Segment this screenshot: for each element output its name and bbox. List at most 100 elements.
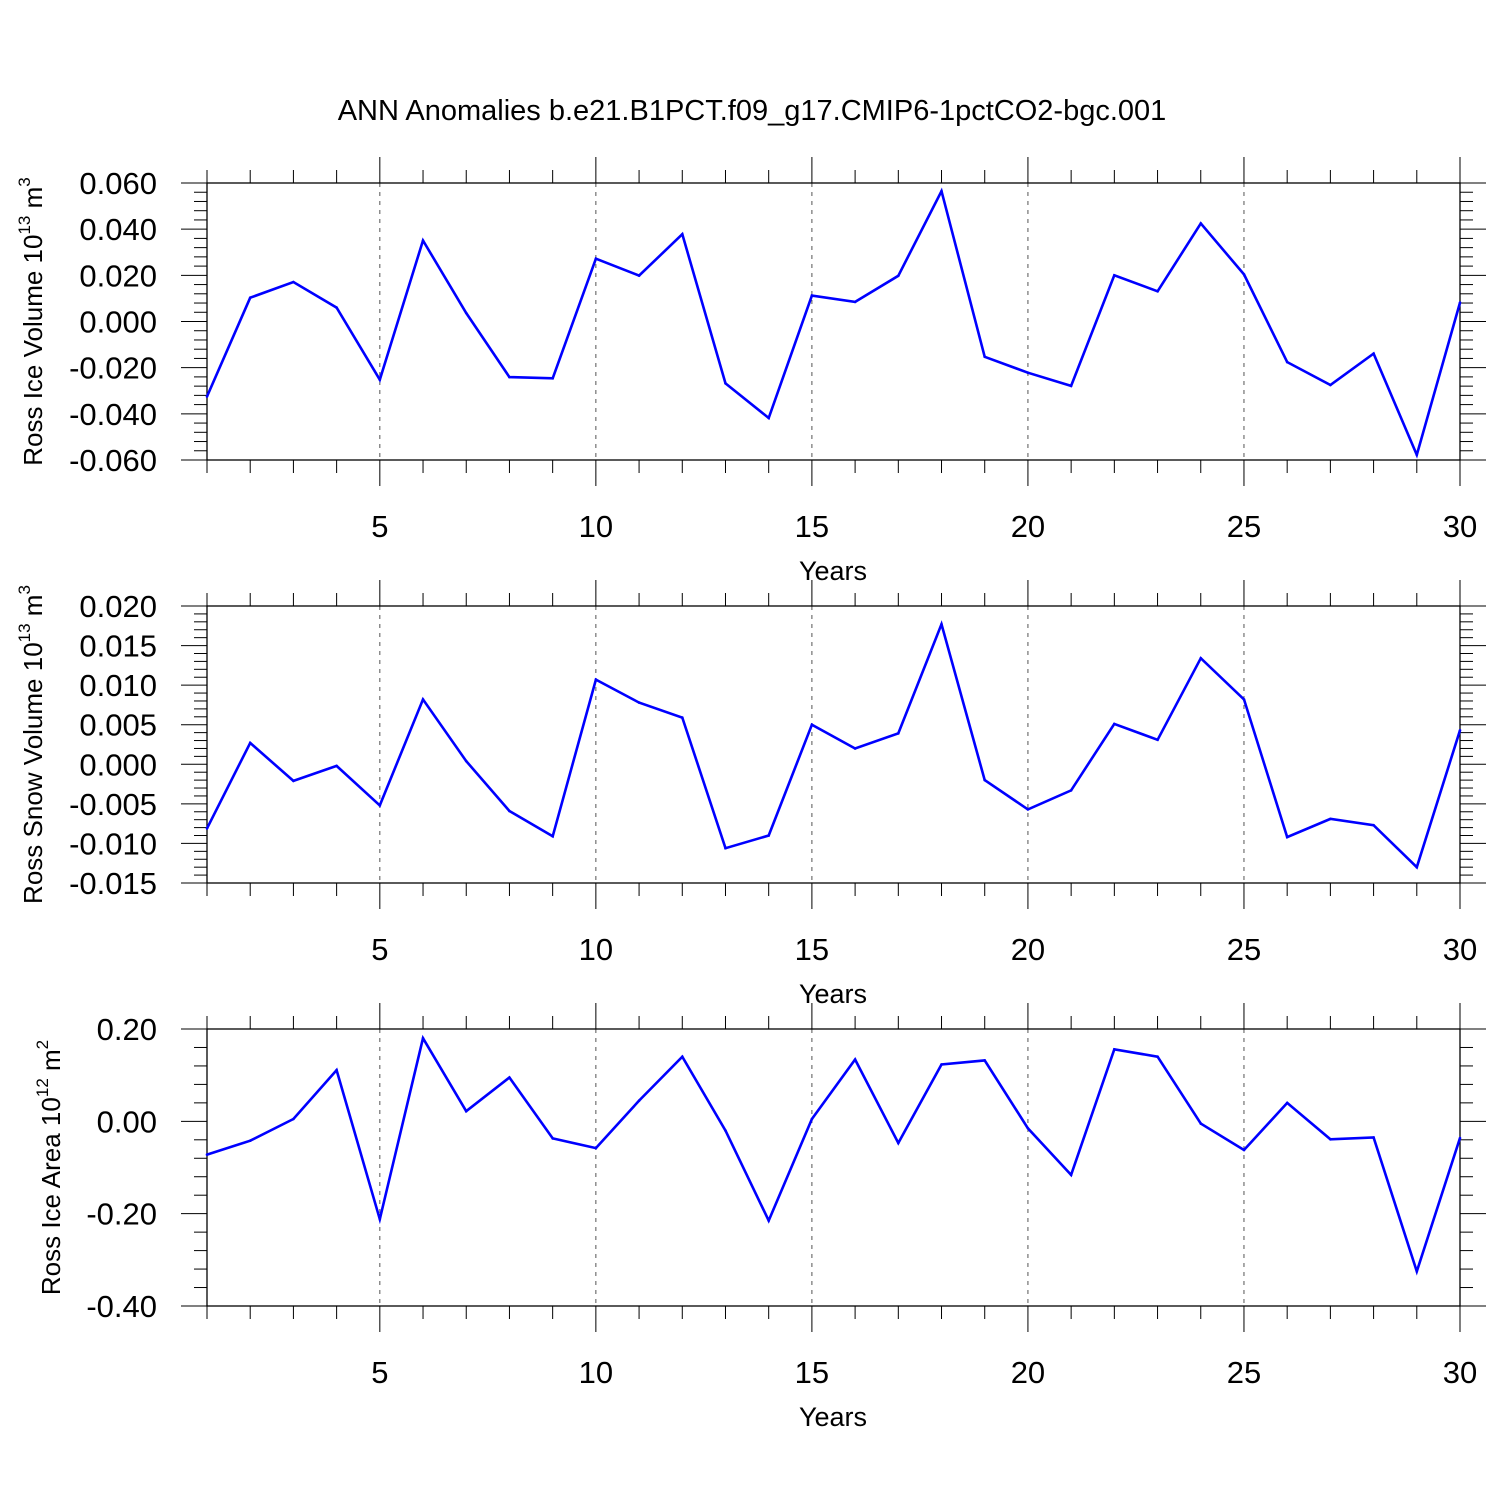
x-tick-label: 25: [1227, 509, 1261, 544]
data-point: [248, 296, 252, 300]
x-tick-label: 20: [1011, 932, 1045, 967]
data-point: [1026, 808, 1030, 811]
y-axis-label-superscript: 12: [33, 1078, 52, 1097]
y-tick-label: -0.005: [69, 787, 157, 822]
data-point: [292, 280, 295, 284]
data-point: [724, 1129, 727, 1132]
data-point: [508, 1076, 511, 1079]
data-point: [637, 274, 641, 277]
data-point: [637, 701, 641, 704]
data-point: [1113, 274, 1116, 277]
x-tick-label: 25: [1227, 932, 1261, 967]
panels: 0.060 0.040 0.020 0.000 -0.020 -0.040 -0.060 5 1…: [15, 157, 1486, 1432]
y-tick-label: 0.000: [79, 305, 157, 340]
data-point: [940, 1063, 943, 1066]
data-point: [378, 1217, 382, 1221]
x-axis-label: Years: [799, 1402, 867, 1432]
data-point: [983, 778, 986, 782]
y-axis-label-superscript: 3: [15, 177, 34, 186]
x-tick-label: 30: [1443, 932, 1477, 967]
x-tick-label: 5: [371, 932, 388, 967]
data-point: [853, 300, 857, 304]
x-tick-label: 5: [371, 509, 388, 544]
y-tick-label: -0.060: [69, 443, 157, 478]
y-tick-label: -0.20: [86, 1197, 157, 1232]
x-tick-label: 15: [795, 932, 829, 967]
plot-frame: [206, 182, 1461, 461]
data-point: [1458, 1136, 1462, 1140]
y-axis-label-superscript: 13: [15, 216, 34, 235]
data-point: [1242, 1148, 1246, 1152]
panel-3: 0.20 0.00 -0.20 -0.40 5 10 15 20 25 30 Years Ross I…: [33, 1003, 1486, 1432]
data-point: [897, 1141, 900, 1145]
data-point: [1372, 823, 1375, 827]
series-line: [206, 1034, 1462, 1276]
data-point: [983, 355, 986, 359]
data-point: [205, 827, 209, 830]
data-point: [940, 189, 943, 193]
data-point: [421, 239, 425, 242]
x-tick-label: 10: [579, 1355, 613, 1390]
data-point: [1199, 656, 1203, 660]
data-point: [1415, 453, 1419, 457]
data-point: [1026, 371, 1030, 375]
data-point: [464, 759, 468, 763]
data-point: [1372, 352, 1375, 355]
data-point: [1156, 1055, 1159, 1058]
data-point: [767, 1219, 770, 1222]
data-point: [1415, 865, 1419, 869]
y-tick-label: 0.020: [79, 589, 157, 624]
y-axis-label-text: Ross Snow Volume 10: [18, 642, 48, 904]
data-point: [1069, 1173, 1073, 1177]
data-point: [1285, 1101, 1289, 1105]
data-point: [205, 395, 209, 398]
data-point: [1458, 301, 1462, 304]
data-point: [637, 1099, 641, 1102]
x-tick-label: 15: [795, 509, 829, 544]
y-tick-label: -0.015: [69, 866, 157, 901]
data-point: [1069, 384, 1073, 388]
data-point: [335, 764, 338, 768]
data-point: [1113, 722, 1116, 726]
y-axis-label-text: m: [36, 1049, 66, 1078]
y-axis-label: Ross Snow Volume 1013 m3: [15, 585, 48, 904]
series-line: [205, 620, 1462, 870]
data-point: [335, 306, 338, 309]
y-axis-label-text: m: [18, 187, 48, 216]
data-point: [767, 416, 770, 420]
data-point: [810, 294, 814, 297]
data-point: [897, 274, 900, 278]
data-point: [810, 723, 814, 726]
data-point: [1285, 835, 1289, 839]
data-point: [292, 1117, 295, 1121]
data-point: [1458, 729, 1462, 732]
data-point: [508, 809, 511, 813]
data-point: [292, 779, 295, 783]
data-point: [1026, 1127, 1030, 1130]
y-axis-label-text: Ross Ice Volume 10: [18, 235, 48, 466]
y-axis-label: Ross Ice Area 1012 m2: [33, 1040, 66, 1295]
y-axis-label: Ross Ice Volume 1013 m3: [15, 177, 48, 466]
x-tick-label: 30: [1443, 509, 1477, 544]
y-tick-label: 0.040: [79, 212, 157, 247]
data-point: [1113, 1048, 1116, 1051]
data-point: [1199, 1122, 1203, 1125]
y-axis-label-text: Ross Ice Area 10: [36, 1097, 66, 1295]
data-point: [1329, 1138, 1332, 1141]
data-point: [464, 1109, 468, 1113]
y-tick-label: 0.060: [79, 166, 157, 201]
y-tick-label: 0.00: [97, 1104, 157, 1139]
data-point: [1285, 360, 1289, 364]
data-point: [681, 232, 684, 236]
data-point: [1069, 789, 1073, 792]
series-line: [205, 187, 1462, 459]
data-point: [205, 1153, 209, 1156]
data-point: [1372, 1136, 1375, 1139]
x-tick-label: 20: [1011, 1355, 1045, 1390]
data-point: [767, 834, 770, 837]
data-point: [1415, 1270, 1419, 1273]
x-tick-label: 20: [1011, 509, 1045, 544]
y-tick-label: -0.010: [69, 826, 157, 861]
data-point: [508, 375, 511, 379]
data-point: [681, 716, 684, 719]
